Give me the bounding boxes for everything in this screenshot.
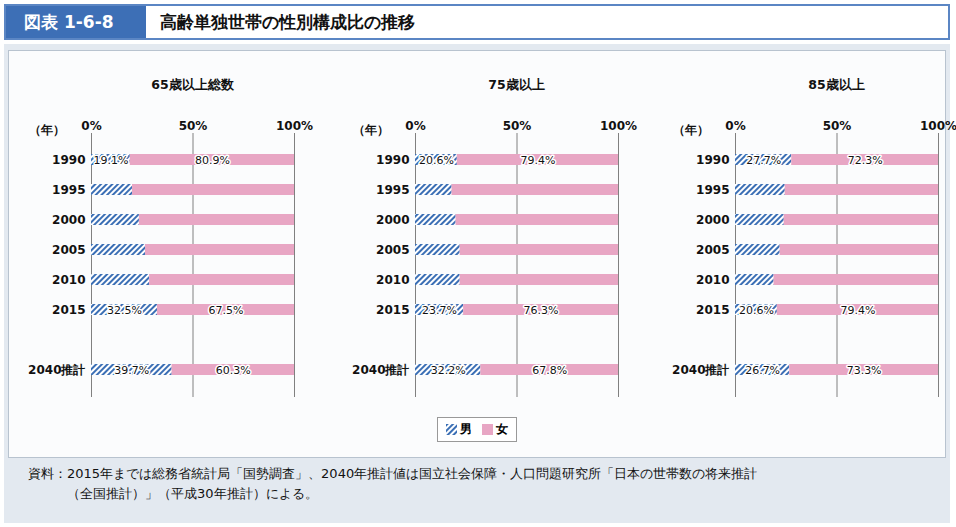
svg-text:23.7%: 23.7%: [422, 304, 457, 317]
html-text:高齢単独世帯の性別構成比の推移: 高齢単独世帯の性別構成比の推移: [160, 11, 415, 32]
svg-text:2005: 2005: [696, 243, 729, 257]
html-text:図表 1-6-8: 図表 1-6-8: [24, 11, 114, 32]
svg-text:39.7%: 39.7%: [114, 364, 149, 377]
svg-text:0%: 0%: [405, 119, 425, 133]
html-text:85歳以上: 85歳以上: [808, 77, 865, 92]
svg-text:0%: 0%: [725, 119, 745, 133]
html-text:（年）: （年）: [29, 123, 65, 137]
svg-text:2000: 2000: [696, 213, 729, 227]
html-text:男: 男: [460, 422, 472, 436]
svg-text:1990: 1990: [696, 153, 729, 167]
svg-text:2040推計: 2040推計: [28, 363, 85, 377]
svg-text:60.3%: 60.3%: [216, 364, 251, 377]
html-text:女: 女: [496, 422, 508, 436]
svg-text:50%: 50%: [823, 119, 852, 133]
svg-text:50%: 50%: [179, 119, 208, 133]
svg-text:67.8%: 67.8%: [532, 364, 567, 377]
svg-text:2015: 2015: [376, 303, 409, 317]
svg-text:2000: 2000: [52, 213, 85, 227]
html-text:資料：2015年までは総務省統計局「国勢調査」、2040年推: 資料：2015年までは総務省統計局「国勢調査」、2040年推計値は国立社会保障・…: [28, 466, 758, 481]
svg-text:0%: 0%: [81, 119, 101, 133]
svg-text:79.4%: 79.4%: [520, 154, 555, 167]
svg-text:2040推計: 2040推計: [352, 363, 409, 377]
svg-text:72.3%: 72.3%: [848, 154, 883, 167]
svg-text:26.7%: 26.7%: [745, 364, 780, 377]
svg-text:2010: 2010: [52, 273, 85, 287]
svg-text:32.2%: 32.2%: [431, 364, 466, 377]
svg-text:19.1%: 19.1%: [93, 154, 128, 167]
svg-text:2040推計: 2040推計: [672, 363, 729, 377]
svg-text:67.5%: 67.5%: [209, 304, 244, 317]
svg-text:2015: 2015: [52, 303, 85, 317]
svg-text:73.3%: 73.3%: [847, 364, 882, 377]
svg-text:1995: 1995: [376, 183, 409, 197]
svg-text:2005: 2005: [376, 243, 409, 257]
svg-text:20.6%: 20.6%: [739, 304, 774, 317]
svg-text:2005: 2005: [52, 243, 85, 257]
html-text:（全国推計）」（平成30年推計）による。: （全国推計）」（平成30年推計）による。: [67, 486, 318, 501]
svg-text:80.9%: 80.9%: [195, 154, 230, 167]
svg-text:1990: 1990: [376, 153, 409, 167]
html-text:（年）: （年）: [353, 123, 389, 137]
svg-text:20.6%: 20.6%: [419, 154, 454, 167]
svg-text:50%: 50%: [503, 119, 532, 133]
svg-text:1995: 1995: [52, 183, 85, 197]
svg-text:1995: 1995: [696, 183, 729, 197]
html-text:65歳以上総数: 65歳以上総数: [151, 77, 234, 92]
svg-text:79.4%: 79.4%: [840, 304, 875, 317]
html-text:75歳以上: 75歳以上: [488, 77, 545, 92]
svg-text:100%: 100%: [276, 119, 313, 133]
svg-text:32.5%: 32.5%: [107, 304, 142, 317]
svg-text:1990: 1990: [52, 153, 85, 167]
svg-text:2015: 2015: [696, 303, 729, 317]
html-text:（年）: （年）: [673, 123, 709, 137]
svg-text:2010: 2010: [376, 273, 409, 287]
svg-text:27.7%: 27.7%: [746, 154, 781, 167]
svg-text:2010: 2010: [696, 273, 729, 287]
svg-text:100%: 100%: [920, 119, 956, 133]
svg-text:100%: 100%: [600, 119, 637, 133]
svg-text:76.3%: 76.3%: [524, 304, 559, 317]
svg-text:2000: 2000: [376, 213, 409, 227]
